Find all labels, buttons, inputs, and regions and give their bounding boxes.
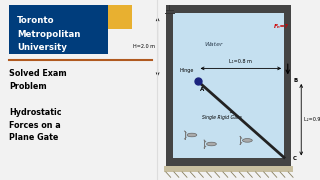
Text: L₁=0.8 m: L₁=0.8 m	[229, 59, 252, 64]
Bar	[166, 158, 292, 166]
Ellipse shape	[243, 139, 252, 142]
Ellipse shape	[207, 142, 216, 146]
Ellipse shape	[187, 133, 197, 137]
Text: H=2.0 m: H=2.0 m	[133, 44, 155, 49]
Text: Hinge: Hinge	[180, 68, 194, 73]
Text: Single Rigid Gate: Single Rigid Gate	[202, 114, 242, 120]
Bar	[166, 7, 173, 13]
Bar	[173, 13, 284, 81]
Text: Hydrostatic
Forces on a
Plane Gate: Hydrostatic Forces on a Plane Gate	[9, 108, 62, 142]
Text: Metropolitan: Metropolitan	[17, 30, 81, 39]
Bar	[9, 5, 108, 54]
Text: Toronto: Toronto	[17, 16, 55, 25]
Text: C: C	[293, 156, 297, 161]
Text: B: B	[293, 78, 297, 84]
Bar	[166, 4, 284, 13]
Bar	[284, 81, 292, 158]
Text: Solved Exam
Problem: Solved Exam Problem	[9, 69, 67, 91]
Text: Fₙ=?: Fₙ=?	[274, 24, 289, 30]
Bar	[164, 166, 293, 172]
Bar	[108, 5, 132, 29]
Text: Water: Water	[204, 42, 223, 48]
Text: A: A	[200, 87, 204, 92]
Text: L₂=0.9 m: L₂=0.9 m	[304, 117, 320, 122]
Bar	[284, 4, 292, 81]
Text: University: University	[17, 43, 67, 52]
Bar	[166, 11, 173, 158]
Bar	[173, 81, 284, 158]
